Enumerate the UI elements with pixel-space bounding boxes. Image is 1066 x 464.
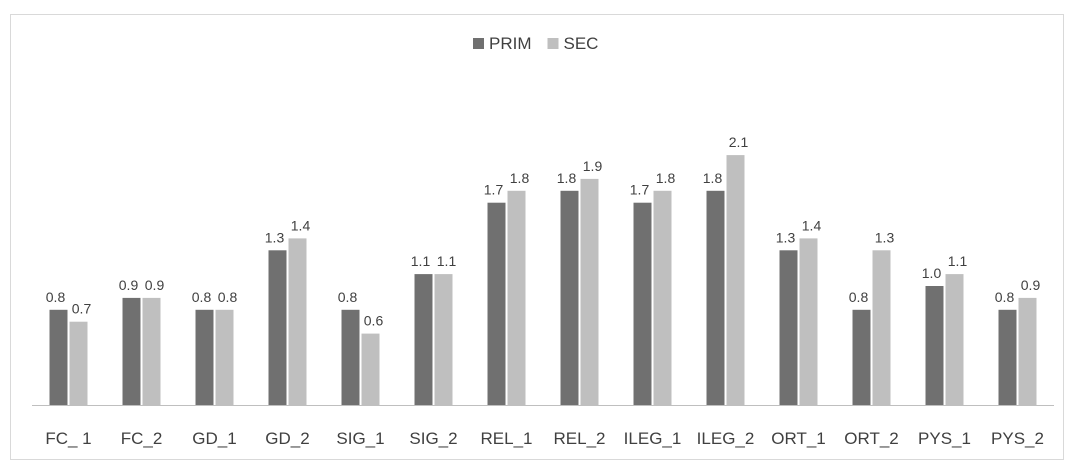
x-tick-label-13: PYS_2 bbox=[991, 429, 1044, 448]
bar-sec-0 bbox=[69, 321, 88, 405]
x-tick-label-1: FC_2 bbox=[121, 429, 163, 448]
bars bbox=[49, 155, 1037, 405]
bar-prim-8 bbox=[633, 202, 652, 405]
x-tick-label-4: SIG_1 bbox=[336, 429, 384, 448]
bar-prim-5 bbox=[414, 274, 433, 405]
bar-prim-12 bbox=[925, 286, 944, 405]
data-label-sec-1: 0.9 bbox=[145, 277, 165, 293]
bar-prim-4 bbox=[341, 309, 360, 405]
bar-sec-2 bbox=[215, 309, 234, 405]
data-label-prim-13: 0.8 bbox=[995, 289, 1015, 305]
x-tick-label-5: SIG_2 bbox=[409, 429, 457, 448]
bar-prim-7 bbox=[560, 190, 579, 405]
data-label-sec-0: 0.7 bbox=[72, 301, 92, 317]
data-label-prim-5: 1.1 bbox=[411, 253, 431, 269]
data-label-prim-10: 1.3 bbox=[776, 229, 796, 245]
bar-sec-9 bbox=[726, 155, 745, 405]
data-label-prim-9: 1.8 bbox=[703, 170, 723, 186]
data-label-prim-0: 0.8 bbox=[46, 289, 66, 305]
data-label-sec-13: 0.9 bbox=[1021, 277, 1041, 293]
bar-sec-13 bbox=[1018, 297, 1037, 405]
data-label-sec-9: 2.1 bbox=[729, 134, 749, 150]
data-label-prim-8: 1.7 bbox=[630, 182, 650, 198]
data-label-prim-11: 0.8 bbox=[849, 289, 869, 305]
bar-sec-3 bbox=[288, 238, 307, 405]
data-label-prim-7: 1.8 bbox=[557, 170, 577, 186]
legend-label-sec: SEC bbox=[564, 34, 599, 53]
x-tick-label-9: ILEG_2 bbox=[697, 429, 755, 448]
data-label-sec-3: 1.4 bbox=[291, 217, 311, 233]
x-tick-label-10: ORT_1 bbox=[771, 429, 826, 448]
bar-prim-9 bbox=[706, 190, 725, 405]
x-tick-label-0: FC_ 1 bbox=[45, 429, 91, 448]
data-label-sec-11: 1.3 bbox=[875, 229, 895, 245]
bar-prim-1 bbox=[122, 297, 141, 405]
bar-sec-11 bbox=[872, 250, 891, 405]
data-label-sec-8: 1.8 bbox=[656, 170, 676, 186]
data-labels: 0.8 0.7 0.9 0.9 0.8 0.8 1.3 1.4 0.8 0.6 1.1 1.1 1.7 1… bbox=[46, 134, 1041, 329]
data-label-sec-12: 1.1 bbox=[948, 253, 968, 269]
bar-prim-10 bbox=[779, 250, 798, 405]
x-tick-labels: FC_ 1 FC_2 GD_1 GD_2 SIG_1 SIG_2 REL_1 REL_2 ILE… bbox=[45, 429, 1044, 448]
x-tick-label-7: REL_2 bbox=[554, 429, 606, 448]
bar-sec-1 bbox=[142, 297, 161, 405]
data-label-prim-2: 0.8 bbox=[192, 289, 212, 305]
bar-sec-7 bbox=[580, 178, 599, 405]
data-label-prim-6: 1.7 bbox=[484, 182, 504, 198]
bar-sec-6 bbox=[507, 190, 526, 405]
bar-prim-11 bbox=[852, 309, 871, 405]
x-tick-label-2: GD_1 bbox=[192, 429, 236, 448]
data-label-sec-6: 1.8 bbox=[510, 170, 530, 186]
x-tick-label-3: GD_2 bbox=[265, 429, 309, 448]
data-label-prim-12: 1.0 bbox=[922, 265, 942, 281]
bar-prim-2 bbox=[195, 309, 214, 405]
x-tick-label-11: ORT_2 bbox=[844, 429, 899, 448]
data-label-prim-1: 0.9 bbox=[119, 277, 139, 293]
legend-label-prim: PRIM bbox=[489, 34, 532, 53]
bar-sec-12 bbox=[945, 274, 964, 405]
data-label-sec-4: 0.6 bbox=[364, 313, 384, 329]
bar-prim-0 bbox=[49, 309, 68, 405]
bar-chart: PRIM SEC 0.8 0.7 0.9 0.9 0.8 0.8 1.3 1.4 0.8 0.6 1.… bbox=[32, 34, 1054, 448]
legend-swatch-prim bbox=[473, 38, 484, 49]
data-label-sec-7: 1.9 bbox=[583, 158, 603, 174]
data-label-sec-5: 1.1 bbox=[437, 253, 457, 269]
bar-sec-4 bbox=[361, 333, 380, 405]
bar-prim-6 bbox=[487, 202, 506, 405]
legend: PRIM SEC bbox=[473, 34, 598, 53]
x-tick-label-8: ILEG_1 bbox=[624, 429, 682, 448]
legend-swatch-sec bbox=[547, 38, 559, 49]
bar-sec-5 bbox=[434, 274, 453, 405]
bar-prim-13 bbox=[998, 309, 1017, 405]
data-label-sec-2: 0.8 bbox=[218, 289, 238, 305]
x-tick-label-6: REL_1 bbox=[481, 429, 533, 448]
bar-sec-8 bbox=[653, 190, 672, 405]
bar-sec-10 bbox=[799, 238, 818, 405]
x-tick-label-12: PYS_1 bbox=[918, 429, 971, 448]
chart-container: PRIM SEC 0.8 0.7 0.9 0.9 0.8 0.8 1.3 1.4 0.8 0.6 1.… bbox=[10, 14, 1064, 460]
bar-prim-3 bbox=[268, 250, 287, 405]
data-label-prim-3: 1.3 bbox=[265, 229, 285, 245]
data-label-prim-4: 0.8 bbox=[338, 289, 358, 305]
data-label-sec-10: 1.4 bbox=[802, 217, 822, 233]
